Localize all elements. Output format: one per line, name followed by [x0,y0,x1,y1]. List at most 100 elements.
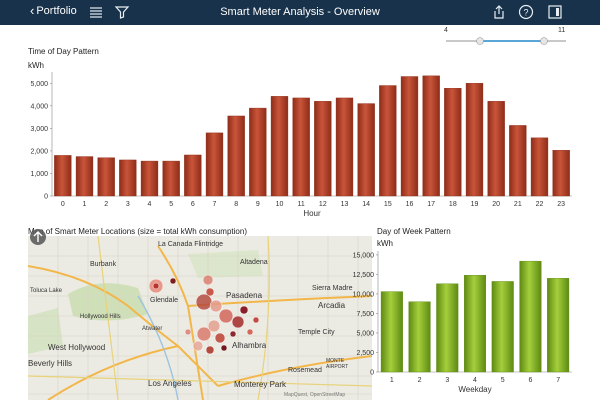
list-icon[interactable] [88,4,104,20]
y-tick-label: 3,000 [30,126,48,133]
slider-max-label: 11 [558,27,566,34]
bar[interactable] [162,160,180,197]
meter-bubble[interactable] [229,330,237,338]
bar[interactable] [519,260,542,373]
meter-bubble[interactable] [220,344,228,352]
bar[interactable] [184,154,202,197]
bar[interactable] [54,155,72,197]
meter-bubble[interactable] [205,345,215,355]
x-tick-label: 10 [276,201,284,208]
slider-min-label: 4 [444,27,448,34]
bar[interactable] [463,275,487,373]
y-tick-label: 5,000 [30,81,48,88]
bar[interactable] [119,159,137,197]
map-canvas: La Canada Flintridge Burbank Altadena To… [28,236,372,400]
meter-bubble[interactable] [192,340,204,352]
x-tick-label: 2 [418,377,422,384]
meter-bubble[interactable] [184,328,192,336]
meter-bubble[interactable] [252,316,260,324]
x-tick-label: 4 [148,201,152,208]
x-tick-label: 1 [83,201,87,208]
meter-bubble[interactable] [202,274,214,286]
place-airport: AIRPORT [326,364,348,370]
bar[interactable] [509,125,527,197]
bar[interactable] [380,291,403,373]
meter-bubble[interactable] [207,319,221,333]
place-glendale: Glendale [150,297,178,304]
bar[interactable] [547,278,570,373]
slider-handle-low[interactable] [476,37,484,45]
x-tick-label: 19 [471,201,479,208]
y-tick-label: 4,000 [30,103,48,110]
bar[interactable] [140,160,159,197]
place-west-hollywood: West Hollywood [48,343,105,352]
bar[interactable] [552,150,570,197]
bar[interactable] [530,137,549,197]
arrow-up-icon [33,231,43,242]
place-beverly-hills: Beverly Hills [28,359,72,368]
range-slider[interactable] [446,37,566,45]
bar[interactable] [270,96,289,197]
map-park [28,308,63,354]
map[interactable]: La Canada Flintridge Burbank Altadena To… [28,236,372,400]
back-button[interactable]: ‹ Portfolio [30,4,77,17]
time-chart-unit: kWh [28,61,44,70]
bar[interactable] [487,101,505,197]
map-attribution: MapQuest, OpenStreetMap [284,392,345,398]
bar[interactable] [97,157,115,197]
bar[interactable] [314,101,332,197]
bar[interactable] [436,283,459,373]
y-tick-label: 2,000 [30,148,48,155]
bar[interactable] [408,301,431,373]
x-tick-label: 12 [319,201,327,208]
bar[interactable] [357,103,375,197]
bar[interactable] [292,97,310,197]
meter-bubble[interactable] [246,328,254,336]
meter-bubble[interactable] [209,299,223,313]
help-icon[interactable]: ? [518,4,534,20]
bar[interactable] [249,107,267,197]
meter-bubble[interactable] [205,287,215,297]
top-bar: ‹ Portfolio Smart Meter Analysis - Overv… [0,0,600,25]
meter-bubble[interactable] [214,332,226,344]
x-tick-label: 15 [384,201,392,208]
meter-bubble[interactable] [195,293,213,311]
panel-icon[interactable] [547,4,563,20]
bar[interactable] [335,97,354,197]
bar[interactable] [400,76,419,197]
bar[interactable] [227,115,245,197]
y-tick-label: 0 [44,194,48,201]
meter-bubble[interactable] [231,315,245,329]
place-rosemead: Rosemead [288,367,322,374]
meter-bubble[interactable] [239,305,249,315]
x-axis-label: Hour [303,209,321,218]
place-monterey-park: Monterey Park [234,380,287,389]
svg-text:?: ? [523,8,528,18]
bar[interactable] [205,132,224,197]
funnel-icon[interactable] [114,4,130,20]
meter-bubble[interactable] [218,308,234,324]
x-tick-label: 9 [256,201,260,208]
x-tick-label: 6 [528,377,532,384]
bar[interactable] [379,85,397,197]
bar[interactable] [491,281,514,373]
dow-chart-title: Day of Week Pattern [377,227,451,236]
bar[interactable] [75,156,94,197]
x-tick-label: 13 [341,201,349,208]
meter-bubble[interactable] [152,282,160,290]
bar[interactable] [444,88,462,197]
bar[interactable] [422,75,440,197]
meter-bubble[interactable] [169,277,177,285]
x-tick-label: 8 [234,201,238,208]
meter-bubble[interactable] [196,326,212,342]
share-icon[interactable] [491,4,507,20]
place-burbank: Burbank [90,261,117,268]
bar[interactable] [465,83,484,197]
x-axis-label: Weekday [458,385,491,394]
slider-handle-high[interactable] [540,37,548,45]
map-reset-button[interactable] [29,228,47,246]
slider-fill [480,40,544,42]
back-label: Portfolio [36,5,77,17]
x-tick-label: 17 [427,201,435,208]
